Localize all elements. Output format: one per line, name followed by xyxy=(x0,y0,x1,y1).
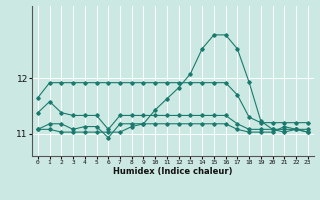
X-axis label: Humidex (Indice chaleur): Humidex (Indice chaleur) xyxy=(113,167,233,176)
